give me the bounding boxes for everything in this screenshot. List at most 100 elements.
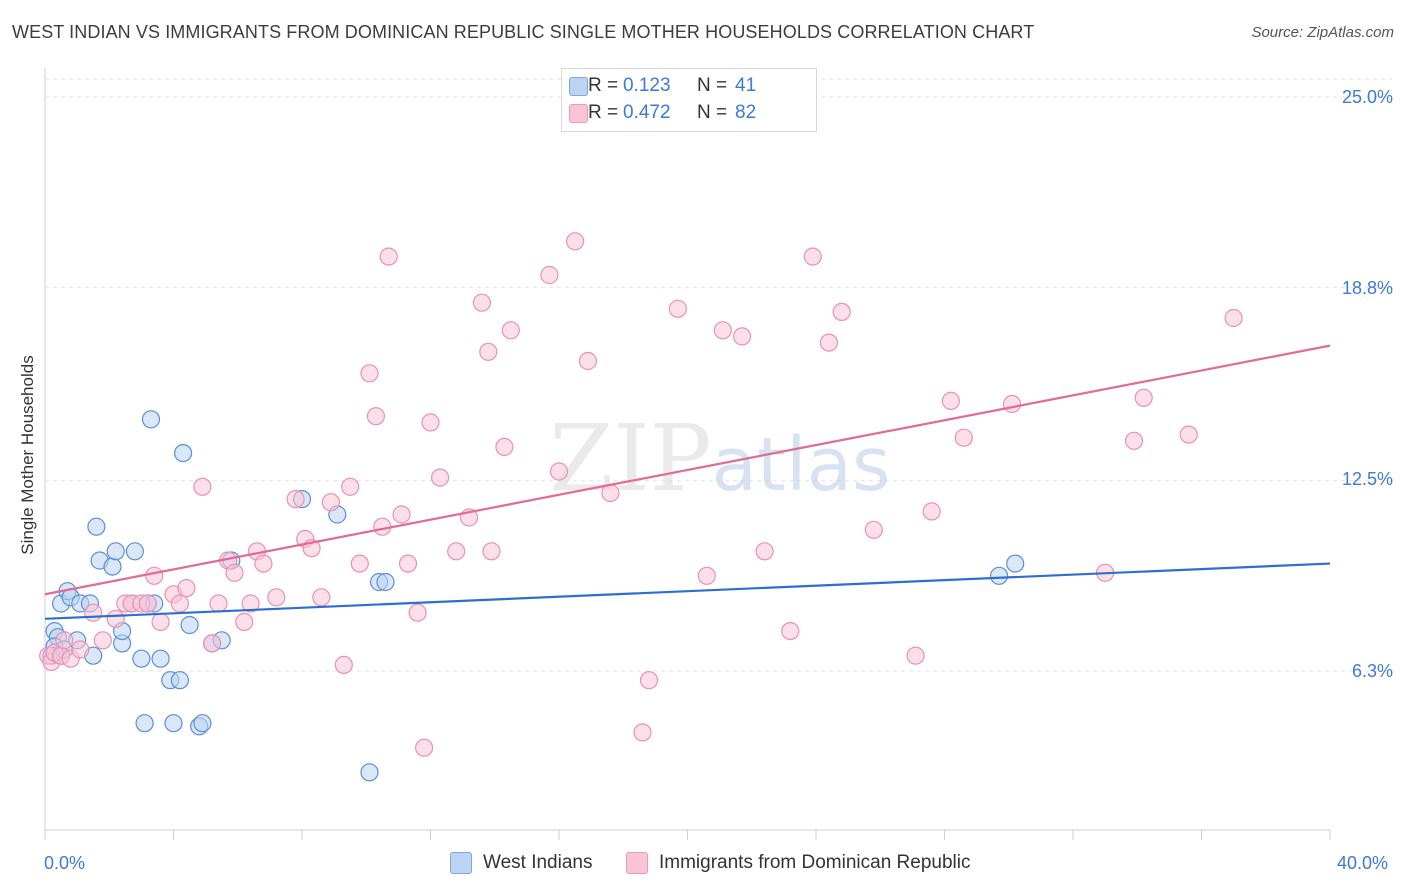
n-label: N = <box>697 75 728 96</box>
dominican-point <box>241 594 260 613</box>
dominican-point <box>138 594 157 613</box>
axes <box>44 68 1331 840</box>
dominican-point <box>447 542 466 561</box>
dominican-point <box>170 594 189 613</box>
dominican-point <box>151 612 170 632</box>
dominican-point <box>819 333 839 352</box>
west-indians-point <box>376 572 395 592</box>
trend-lines <box>44 344 1331 620</box>
dominican-point <box>431 468 450 487</box>
dominican-point <box>781 621 800 641</box>
dominican-point <box>906 646 925 665</box>
y-tick-label-18-8: 18.8% <box>1341 278 1393 298</box>
dominican-point <box>360 364 379 383</box>
legend-row-dominican: R = 0.472 N = 82 <box>569 101 757 125</box>
y-tick-label-12-5: 12.5% <box>1341 469 1393 489</box>
dominican-point <box>864 520 883 539</box>
dominican-point <box>540 265 559 285</box>
gridlines <box>45 78 1392 672</box>
correlation-legend: R = 0.123 N = 41 R = 0.472 N = 82 <box>561 68 817 132</box>
west-indians-point <box>989 566 1009 585</box>
dominican-point <box>755 542 774 561</box>
dominican-point <box>334 655 353 675</box>
bottom-legend-west-indians: West Indians <box>450 852 592 874</box>
dominican-point <box>1134 388 1153 407</box>
dominican-point <box>832 302 851 321</box>
dominican-point <box>254 554 273 573</box>
dominican-point <box>1179 425 1198 444</box>
dominican-point <box>373 517 392 536</box>
dominican-point <box>366 407 385 426</box>
dominican-point <box>565 232 585 251</box>
dominican-point <box>713 321 732 340</box>
legend-square-blue <box>450 852 472 874</box>
y-tick-label-6-3: 6.3% <box>1351 661 1393 681</box>
west-indians-point <box>151 649 170 668</box>
dominican-point <box>321 493 340 512</box>
dominican-point <box>482 542 501 561</box>
dominican-point <box>106 609 125 628</box>
x-tick-label-max: 40.0% <box>1337 853 1389 873</box>
n-value: 82 <box>735 102 757 123</box>
r-label: R = <box>588 102 619 123</box>
dominican-point <box>209 594 228 613</box>
dominican-point <box>235 612 254 632</box>
dominican-point <box>732 327 752 346</box>
dominican-trend-line <box>44 344 1331 596</box>
dominican-point <box>1002 394 1022 414</box>
dominican-point <box>203 634 222 653</box>
dominican-point <box>267 588 286 607</box>
dominican-point <box>415 738 434 757</box>
west-indians-point <box>106 542 125 561</box>
west-indians-point <box>135 714 154 733</box>
west-indians-point <box>180 615 199 635</box>
dominican-point <box>421 413 440 432</box>
dominican-point <box>639 671 659 690</box>
legend-row-west-indians: R = 0.123 N = 41 <box>569 74 757 98</box>
dominican-point <box>84 603 103 622</box>
dominican-point <box>472 293 491 312</box>
dominican-point <box>495 437 514 456</box>
dominican-point <box>341 477 360 496</box>
dominican-point <box>941 391 961 410</box>
west-indians-point <box>132 649 151 668</box>
r-value: 0.123 <box>623 75 671 96</box>
dominican-point <box>350 554 369 573</box>
dominican-point <box>193 477 212 496</box>
n-value: 41 <box>735 75 757 96</box>
watermark: ZIPatlas <box>550 405 891 512</box>
west-indians-point <box>1006 554 1025 573</box>
dominican-point <box>286 490 305 509</box>
dominican-point <box>549 462 569 481</box>
dominican-point <box>479 342 498 361</box>
x-tick-label-min: 0.0% <box>44 853 86 873</box>
dominican-point <box>379 247 398 266</box>
dominican-point <box>668 299 688 318</box>
dominican-point <box>225 563 244 582</box>
west-indians-point <box>141 410 161 429</box>
dominican-point <box>697 566 716 585</box>
r-value: 0.472 <box>623 102 671 123</box>
legend-label-west-indians: West Indians <box>483 852 593 873</box>
dominican-point <box>501 321 520 340</box>
west-indians-point <box>103 557 122 576</box>
dominican-point <box>312 588 331 607</box>
legend-swatch-pink <box>569 104 588 123</box>
west-indians-point <box>170 671 189 690</box>
west-indians-point <box>193 714 212 733</box>
west-indians-point <box>125 542 144 561</box>
dominican-point <box>1224 308 1243 328</box>
dominican-point <box>633 723 652 742</box>
dominican-point <box>71 640 90 659</box>
dominican-point <box>177 578 196 598</box>
dominican-point <box>398 554 418 573</box>
dominican-point <box>578 351 598 371</box>
chart-title: WEST INDIAN VS IMMIGRANTS FROM DOMINICAN… <box>12 22 1035 42</box>
y-tick-label-25: 25.0% <box>1341 87 1393 107</box>
dominican-point <box>55 631 74 650</box>
source-note: Source: ZipAtlas.com <box>1251 24 1394 41</box>
west-indians-point <box>360 763 379 782</box>
west-indians-point <box>164 714 183 733</box>
west-indians-point <box>174 444 193 463</box>
